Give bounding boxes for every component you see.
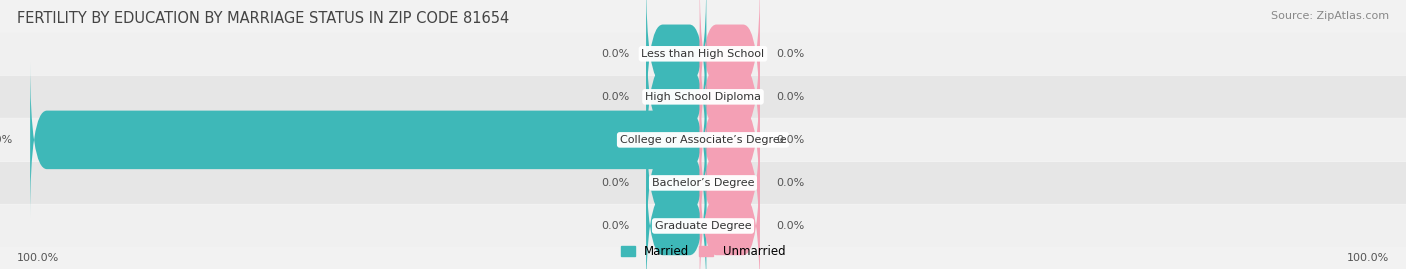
Legend: Married, Unmarried: Married, Unmarried <box>619 243 787 260</box>
FancyBboxPatch shape <box>0 162 1406 204</box>
FancyBboxPatch shape <box>0 76 1406 118</box>
Text: Source: ZipAtlas.com: Source: ZipAtlas.com <box>1271 11 1389 21</box>
Text: High School Diploma: High School Diploma <box>645 92 761 102</box>
Text: 100.0%: 100.0% <box>1347 253 1389 263</box>
FancyBboxPatch shape <box>700 105 759 261</box>
Text: 100.0%: 100.0% <box>17 253 59 263</box>
FancyBboxPatch shape <box>647 148 706 269</box>
Text: College or Associate’s Degree: College or Associate’s Degree <box>620 135 786 145</box>
Text: 100.0%: 100.0% <box>0 135 14 145</box>
FancyBboxPatch shape <box>700 0 759 132</box>
FancyBboxPatch shape <box>700 19 759 175</box>
FancyBboxPatch shape <box>0 33 1406 75</box>
Text: 0.0%: 0.0% <box>602 92 630 102</box>
Text: Bachelor’s Degree: Bachelor’s Degree <box>652 178 754 188</box>
Text: 0.0%: 0.0% <box>602 221 630 231</box>
FancyBboxPatch shape <box>30 62 706 218</box>
Text: 0.0%: 0.0% <box>776 135 804 145</box>
Text: 0.0%: 0.0% <box>776 92 804 102</box>
Text: 0.0%: 0.0% <box>776 178 804 188</box>
FancyBboxPatch shape <box>647 19 706 175</box>
FancyBboxPatch shape <box>0 205 1406 247</box>
Text: FERTILITY BY EDUCATION BY MARRIAGE STATUS IN ZIP CODE 81654: FERTILITY BY EDUCATION BY MARRIAGE STATU… <box>17 11 509 26</box>
Text: 0.0%: 0.0% <box>776 49 804 59</box>
FancyBboxPatch shape <box>647 105 706 261</box>
Text: 0.0%: 0.0% <box>602 49 630 59</box>
Text: 0.0%: 0.0% <box>602 178 630 188</box>
FancyBboxPatch shape <box>700 148 759 269</box>
FancyBboxPatch shape <box>0 119 1406 161</box>
FancyBboxPatch shape <box>647 0 706 132</box>
Text: Graduate Degree: Graduate Degree <box>655 221 751 231</box>
Text: Less than High School: Less than High School <box>641 49 765 59</box>
Text: 0.0%: 0.0% <box>776 221 804 231</box>
FancyBboxPatch shape <box>700 62 759 218</box>
